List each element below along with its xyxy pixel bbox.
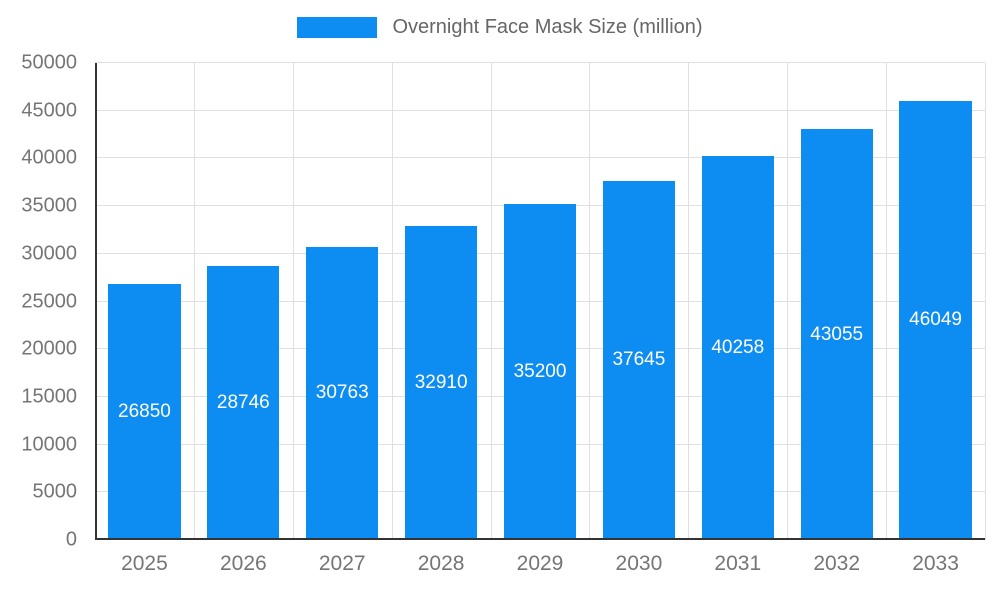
bar-value-label: 30763 [315,382,369,404]
legend: Overnight Face Mask Size (million) [0,16,1000,39]
h-gridline [95,62,985,63]
bar-value-label: 32910 [414,372,468,394]
y-tick-label: 40000 [21,146,77,169]
h-gridline [95,538,985,540]
bar-value-label: 37645 [612,349,666,371]
x-axis-label: 2030 [615,552,663,575]
bar-value-label: 28746 [216,391,270,413]
bar-slot: 40258 [688,63,787,540]
bar-value-label: 35200 [513,361,567,383]
bar-slot: 35200 [491,63,590,540]
v-gridline [95,63,97,540]
bar-slot: 46049 [886,63,985,540]
y-tick-label: 15000 [21,385,77,408]
x-axis-label: 2031 [714,552,762,575]
legend-label: Overnight Face Mask Size (million) [392,16,703,38]
y-tick-label: 50000 [21,51,77,74]
bar-value-label: 43055 [810,323,864,345]
bar-2032: 43055 [800,129,873,540]
x-axis-label: 2033 [912,552,959,575]
v-gridline [688,63,690,540]
bar-2030: 37645 [602,180,675,540]
bar-2027: 30763 [306,246,379,540]
bar-value-label: 26850 [118,400,171,422]
y-tick-label: 5000 [32,480,78,503]
y-tick-label: 35000 [21,194,77,217]
h-gridline [95,157,985,159]
bar-slot: 43055 [787,63,886,540]
bar-slot: 26850 [95,63,194,540]
plot-area: 26850 28746 30763 32910 35200 37645 40258 43055… [95,62,986,540]
y-tick-label: 10000 [21,433,77,456]
bars-layer: 26850 28746 30763 32910 35200 37645 40258 43055… [95,63,985,540]
x-axis-label: 2032 [813,552,861,575]
v-gridline [490,63,492,540]
legend-swatch [297,17,378,38]
x-axis-label: 2029 [516,552,564,575]
v-gridline [193,63,195,540]
bar-value-label: 40258 [711,336,765,358]
y-tick-label: 25000 [21,290,77,312]
bar-slot: 32910 [392,63,491,540]
h-gridline [95,109,985,111]
bar-slot: 28746 [194,63,293,540]
y-axis: 0 5000 10000 15000 20000 25000 30000 35000 40000… [0,52,85,551]
x-axis-label: 2028 [417,552,465,575]
bar-slot: 37645 [589,63,688,540]
x-axis-label: 2025 [121,552,168,575]
bar-value-label: 46049 [909,309,962,331]
bar-2033: 46049 [899,100,972,540]
bar-2025: 26850 [108,283,181,540]
x-axis-label: 2026 [219,552,267,575]
v-gridline [787,63,789,540]
bar-2029: 35200 [503,204,577,540]
y-tick-label: 20000 [21,337,77,360]
v-gridline [391,63,393,540]
v-gridline [886,63,888,540]
bar-2026: 28746 [207,265,280,540]
v-gridline [985,63,986,540]
x-axis: 2025 2026 2027 2028 2029 2030 2031 2032 2033 [95,552,985,576]
bar-slot: 30763 [293,63,392,540]
y-tick-label: 30000 [21,242,77,265]
x-axis-label: 2027 [318,552,366,575]
bar-2031: 40258 [701,155,774,540]
bar-2028: 32910 [405,226,478,540]
v-gridline [292,63,294,540]
v-gridline [589,63,591,540]
y-tick-label: 45000 [21,99,77,122]
y-tick-label: 0 [65,528,77,551]
